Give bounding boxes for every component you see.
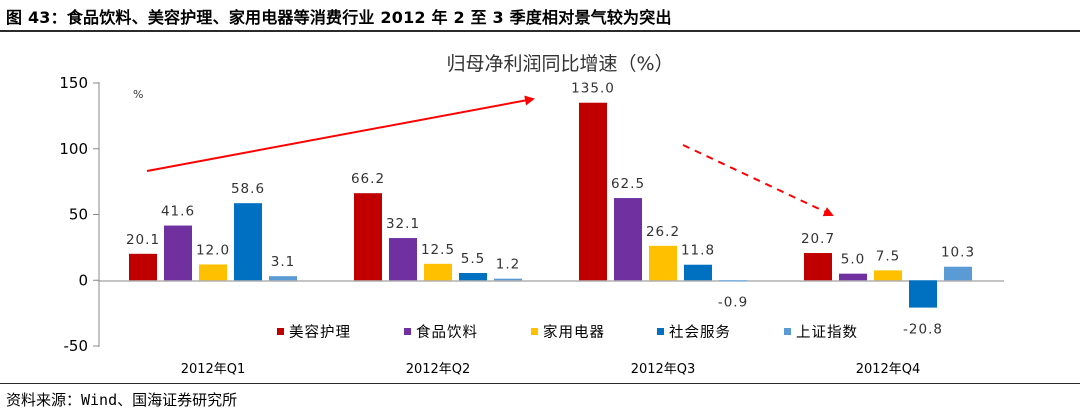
top-rule (0, 30, 1080, 32)
trend-down-arrow (682, 144, 834, 217)
x-category-label: 2012年Q3 (631, 362, 696, 377)
legend-label: 食品饮料 (416, 324, 478, 341)
bar-data-label: 1.2 (496, 257, 520, 273)
bar (354, 193, 382, 281)
legend-swatch (531, 328, 538, 335)
bar-data-label: 66.2 (351, 171, 385, 187)
bar-data-label: 135.0 (571, 81, 615, 97)
bar (944, 266, 972, 281)
legend-swatch (404, 328, 411, 335)
unit-label: % (133, 88, 143, 101)
y-tick-label: 150 (59, 74, 88, 92)
bar (164, 225, 192, 281)
bar-data-label: 20.1 (126, 232, 160, 248)
bottom-rule (0, 383, 1080, 384)
x-category-label: 2012年Q2 (406, 362, 471, 377)
bar (129, 253, 157, 281)
bar (719, 280, 747, 282)
bar-data-label: 32.1 (386, 216, 420, 232)
legend-label: 家用电器 (543, 324, 605, 341)
bar-data-label: 58.6 (231, 181, 265, 197)
bar (684, 264, 712, 281)
bar (234, 203, 262, 281)
bar-labels: 20.141.6 12.0 58.6 3.1 66.2 32.112.5 5.5 1.2 135… (126, 81, 975, 338)
bar-data-label: 3.1 (271, 254, 295, 270)
bar (389, 238, 417, 281)
bar (424, 263, 452, 281)
bar-data-label: 5.5 (461, 251, 485, 267)
bar (269, 276, 297, 281)
legend-swatch (277, 328, 284, 335)
y-tick-label: 100 (59, 140, 88, 158)
bar (909, 280, 937, 308)
bar-data-label: 62.5 (611, 176, 645, 192)
bar (874, 270, 902, 281)
bar (579, 102, 607, 281)
bar (199, 264, 227, 281)
y-tick-label: -50 (64, 337, 89, 355)
y-tick-label: 0 (78, 271, 88, 289)
bars (129, 102, 972, 308)
bar (649, 245, 677, 281)
y-ticks: 150 100 50 0 -50 (59, 74, 99, 355)
bar-data-label: 10.3 (941, 245, 975, 261)
bar (459, 273, 487, 281)
bar-data-label: 26.2 (646, 224, 680, 240)
bar (804, 253, 832, 281)
x-category-label: 2012年Q4 (856, 362, 921, 377)
bar-data-label: -0.9 (718, 294, 748, 310)
bar (494, 278, 522, 281)
bar (839, 273, 867, 281)
source-note: 资料来源：Wind、国海证券研究所 (6, 391, 238, 409)
bar-data-label: 41.6 (161, 204, 195, 220)
legend-swatch (657, 328, 664, 335)
x-category-label: 2012年Q1 (181, 362, 246, 377)
bar-data-label: 7.5 (876, 248, 900, 264)
chart-title: 归母净利润同比增速（%） (446, 53, 673, 75)
legend-label: 美容护理 (289, 324, 351, 341)
legend-label: 社会服务 (669, 324, 731, 341)
bar-data-label: 12.5 (421, 242, 455, 258)
x-labels: 2012年Q1 2012年Q2 2012年Q3 2012年Q4 (181, 362, 921, 377)
bar-data-label: 20.7 (801, 231, 835, 247)
figure-title: 图 43：食品饮料、美容护理、家用电器等消费行业 2012 年 2 至 3 季度… (6, 8, 672, 27)
trend-up-arrow (146, 95, 535, 172)
legend: 美容护理 食品饮料 家用电器 社会服务 上证指数 (277, 324, 858, 341)
bar-data-label: 5.0 (841, 252, 865, 268)
legend-label: 上证指数 (796, 324, 858, 341)
legend-swatch (784, 328, 791, 335)
bar-data-label: -20.8 (903, 322, 943, 338)
bar-data-label: 11.8 (681, 243, 715, 259)
bar (614, 198, 642, 281)
y-tick-label: 50 (69, 206, 88, 224)
bar-data-label: 12.0 (196, 242, 230, 258)
